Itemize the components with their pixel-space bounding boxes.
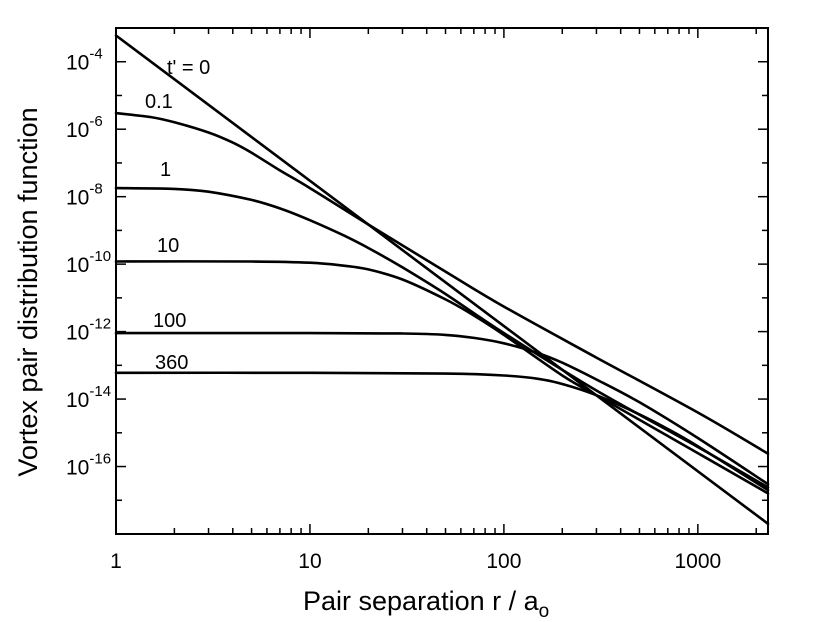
y-tick-label: 10-8 — [66, 181, 103, 210]
series-label: t' = 0 — [167, 57, 210, 79]
series-line — [114, 186, 770, 489]
series-line — [114, 111, 770, 455]
x-axis-title-subscript: o — [539, 601, 550, 622]
series-label: 0.1 — [145, 91, 173, 113]
x-tick-label: 100 — [486, 550, 521, 573]
y-tick-label-exponent: -4 — [89, 46, 102, 63]
x-axis-title-text: Pair separation r / a — [303, 586, 540, 616]
y-axis-title: Vortex pair distribution function — [13, 107, 43, 476]
y-tick-label: 10-16 — [66, 451, 111, 480]
y-tick-label-exponent: -6 — [89, 113, 102, 130]
x-tick-label: 1 — [110, 550, 122, 573]
series-label: 1 — [160, 159, 171, 181]
y-tick-label-exponent: -8 — [89, 181, 102, 198]
axis-ticks — [115, 27, 768, 535]
y-tick-label-base: 10 — [66, 119, 89, 142]
series-line — [114, 260, 770, 495]
y-tick-label-base: 10 — [66, 254, 89, 277]
y-tick-label-base: 10 — [66, 389, 89, 412]
series-label: 360 — [155, 352, 188, 374]
y-tick-label-exponent: -14 — [89, 383, 111, 400]
y-tick-label-exponent: -16 — [89, 451, 111, 468]
y-tick-label: 10-6 — [66, 113, 103, 142]
data-series — [114, 34, 770, 526]
y-tick-label-base: 10 — [66, 187, 89, 210]
series-label: 100 — [153, 310, 186, 332]
series-line — [114, 331, 770, 486]
plot-frame — [115, 27, 769, 535]
series-labels: t' = 0 0.1 1 10 100 360 — [145, 57, 210, 374]
x-tick-label: 10 — [298, 550, 321, 573]
y-tick-label: 10-4 — [66, 46, 103, 75]
series-line — [114, 34, 770, 526]
x-tick-label: 1000 — [674, 550, 721, 573]
series-line — [114, 371, 770, 492]
y-tick-label-base: 10 — [66, 52, 89, 75]
y-tick-label-exponent: -12 — [89, 316, 111, 333]
y-tick-label-exponent: -10 — [89, 248, 111, 265]
axis-tick-labels: 1 10 100 100010-410-610-810-1010-1210-1410-… — [66, 46, 721, 573]
y-tick-label-base: 10 — [66, 322, 89, 345]
series-label: 10 — [157, 235, 179, 257]
y-tick-label: 10-14 — [66, 383, 111, 412]
y-tick-label: 10-12 — [66, 316, 111, 345]
y-tick-label: 10-10 — [66, 248, 111, 277]
y-tick-label-base: 10 — [66, 457, 89, 480]
x-axis-title: Pair separation r / ao — [303, 586, 549, 622]
